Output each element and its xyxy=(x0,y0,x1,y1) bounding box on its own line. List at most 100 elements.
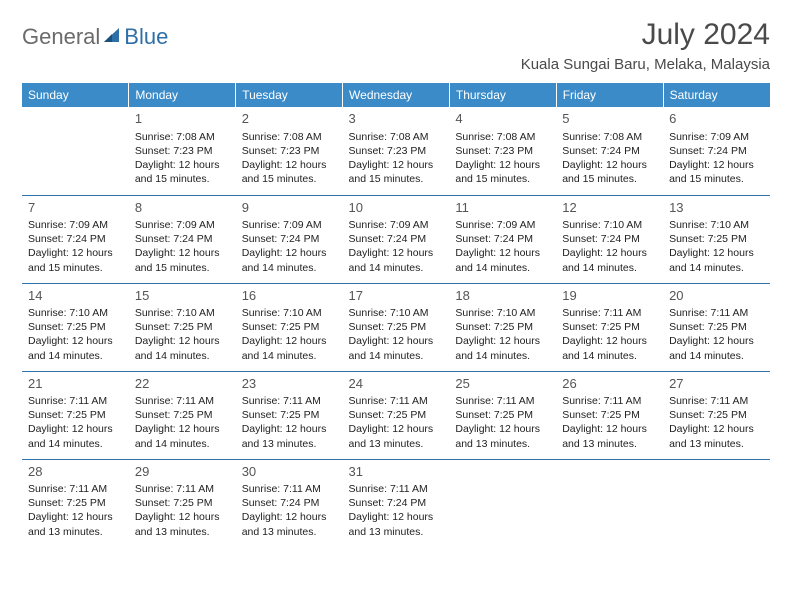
sunset-text: Sunset: 7:24 PM xyxy=(349,232,444,246)
sunrise-text: Sunrise: 7:08 AM xyxy=(242,130,337,144)
daylight-text: Daylight: 12 hours xyxy=(135,510,230,524)
location-text: Kuala Sungai Baru, Melaka, Malaysia xyxy=(521,56,770,73)
sunset-text: Sunset: 7:25 PM xyxy=(135,408,230,422)
daylight-text: and 13 minutes. xyxy=(562,437,657,451)
weekday-header: Sunday xyxy=(22,83,129,107)
logo-text-blue: Blue xyxy=(124,24,168,50)
calendar-day-cell: 20Sunrise: 7:11 AMSunset: 7:25 PMDayligh… xyxy=(663,283,770,371)
calendar-day-cell xyxy=(22,107,129,195)
daylight-text: Daylight: 12 hours xyxy=(135,158,230,172)
daylight-text: and 15 minutes. xyxy=(349,172,444,186)
day-number: 17 xyxy=(349,287,444,305)
sunrise-text: Sunrise: 7:11 AM xyxy=(669,306,764,320)
calendar-day-cell: 1Sunrise: 7:08 AMSunset: 7:23 PMDaylight… xyxy=(129,107,236,195)
day-number: 6 xyxy=(669,110,764,128)
daylight-text: and 14 minutes. xyxy=(28,437,123,451)
sunset-text: Sunset: 7:25 PM xyxy=(242,408,337,422)
weekday-header: Thursday xyxy=(449,83,556,107)
sunset-text: Sunset: 7:23 PM xyxy=(349,144,444,158)
logo-text-general: General xyxy=(22,24,100,50)
sunset-text: Sunset: 7:25 PM xyxy=(28,496,123,510)
calendar-day-cell: 28Sunrise: 7:11 AMSunset: 7:25 PMDayligh… xyxy=(22,459,129,547)
sunset-text: Sunset: 7:24 PM xyxy=(669,144,764,158)
sunrise-text: Sunrise: 7:08 AM xyxy=(455,130,550,144)
day-number: 11 xyxy=(455,199,550,217)
daylight-text: Daylight: 12 hours xyxy=(28,422,123,436)
calendar-body: 1Sunrise: 7:08 AMSunset: 7:23 PMDaylight… xyxy=(22,107,770,547)
calendar-day-cell xyxy=(556,459,663,547)
daylight-text: and 13 minutes. xyxy=(349,525,444,539)
sunrise-text: Sunrise: 7:10 AM xyxy=(455,306,550,320)
calendar-day-cell: 3Sunrise: 7:08 AMSunset: 7:23 PMDaylight… xyxy=(343,107,450,195)
calendar-day-cell xyxy=(449,459,556,547)
logo-sail-icon xyxy=(102,25,122,50)
daylight-text: Daylight: 12 hours xyxy=(455,334,550,348)
daylight-text: and 14 minutes. xyxy=(242,349,337,363)
sunset-text: Sunset: 7:24 PM xyxy=(349,496,444,510)
sunset-text: Sunset: 7:25 PM xyxy=(28,320,123,334)
calendar-day-cell: 5Sunrise: 7:08 AMSunset: 7:24 PMDaylight… xyxy=(556,107,663,195)
day-number: 28 xyxy=(28,463,123,481)
sunrise-text: Sunrise: 7:11 AM xyxy=(562,394,657,408)
calendar-day-cell: 29Sunrise: 7:11 AMSunset: 7:25 PMDayligh… xyxy=(129,459,236,547)
sunset-text: Sunset: 7:24 PM xyxy=(242,496,337,510)
day-number: 24 xyxy=(349,375,444,393)
day-number: 20 xyxy=(669,287,764,305)
daylight-text: and 14 minutes. xyxy=(562,261,657,275)
calendar-day-cell: 15Sunrise: 7:10 AMSunset: 7:25 PMDayligh… xyxy=(129,283,236,371)
day-number: 12 xyxy=(562,199,657,217)
daylight-text: Daylight: 12 hours xyxy=(349,158,444,172)
calendar-day-cell: 27Sunrise: 7:11 AMSunset: 7:25 PMDayligh… xyxy=(663,371,770,459)
sunrise-text: Sunrise: 7:10 AM xyxy=(242,306,337,320)
weekday-header: Monday xyxy=(129,83,236,107)
calendar-day-cell: 23Sunrise: 7:11 AMSunset: 7:25 PMDayligh… xyxy=(236,371,343,459)
calendar-week-row: 28Sunrise: 7:11 AMSunset: 7:25 PMDayligh… xyxy=(22,459,770,547)
sunset-text: Sunset: 7:24 PM xyxy=(455,232,550,246)
daylight-text: and 13 minutes. xyxy=(242,525,337,539)
sunset-text: Sunset: 7:23 PM xyxy=(455,144,550,158)
day-number: 26 xyxy=(562,375,657,393)
sunrise-text: Sunrise: 7:10 AM xyxy=(669,218,764,232)
day-number: 27 xyxy=(669,375,764,393)
calendar-table: Sunday Monday Tuesday Wednesday Thursday… xyxy=(22,83,770,547)
calendar-day-cell: 8Sunrise: 7:09 AMSunset: 7:24 PMDaylight… xyxy=(129,195,236,283)
day-number: 18 xyxy=(455,287,550,305)
calendar-day-cell: 9Sunrise: 7:09 AMSunset: 7:24 PMDaylight… xyxy=(236,195,343,283)
calendar-day-cell: 7Sunrise: 7:09 AMSunset: 7:24 PMDaylight… xyxy=(22,195,129,283)
sunrise-text: Sunrise: 7:11 AM xyxy=(135,482,230,496)
daylight-text: Daylight: 12 hours xyxy=(669,246,764,260)
daylight-text: Daylight: 12 hours xyxy=(28,510,123,524)
day-number: 10 xyxy=(349,199,444,217)
sunset-text: Sunset: 7:24 PM xyxy=(562,232,657,246)
sunset-text: Sunset: 7:25 PM xyxy=(135,496,230,510)
sunrise-text: Sunrise: 7:11 AM xyxy=(135,394,230,408)
day-number: 2 xyxy=(242,110,337,128)
day-number: 22 xyxy=(135,375,230,393)
calendar-week-row: 14Sunrise: 7:10 AMSunset: 7:25 PMDayligh… xyxy=(22,283,770,371)
daylight-text: Daylight: 12 hours xyxy=(669,158,764,172)
sunset-text: Sunset: 7:25 PM xyxy=(455,408,550,422)
daylight-text: and 13 minutes. xyxy=(135,525,230,539)
weekday-header: Friday xyxy=(556,83,663,107)
daylight-text: and 14 minutes. xyxy=(242,261,337,275)
day-number: 9 xyxy=(242,199,337,217)
day-number: 30 xyxy=(242,463,337,481)
sunrise-text: Sunrise: 7:10 AM xyxy=(562,218,657,232)
daylight-text: Daylight: 12 hours xyxy=(669,334,764,348)
calendar-day-cell: 31Sunrise: 7:11 AMSunset: 7:24 PMDayligh… xyxy=(343,459,450,547)
calendar-day-cell: 12Sunrise: 7:10 AMSunset: 7:24 PMDayligh… xyxy=(556,195,663,283)
daylight-text: Daylight: 12 hours xyxy=(242,246,337,260)
daylight-text: and 14 minutes. xyxy=(669,261,764,275)
daylight-text: Daylight: 12 hours xyxy=(28,334,123,348)
sunset-text: Sunset: 7:25 PM xyxy=(135,320,230,334)
sunset-text: Sunset: 7:25 PM xyxy=(28,408,123,422)
daylight-text: and 15 minutes. xyxy=(242,172,337,186)
daylight-text: Daylight: 12 hours xyxy=(135,422,230,436)
calendar-day-cell: 17Sunrise: 7:10 AMSunset: 7:25 PMDayligh… xyxy=(343,283,450,371)
sunset-text: Sunset: 7:25 PM xyxy=(562,408,657,422)
sunset-text: Sunset: 7:25 PM xyxy=(669,232,764,246)
day-number: 7 xyxy=(28,199,123,217)
day-number: 3 xyxy=(349,110,444,128)
sunrise-text: Sunrise: 7:10 AM xyxy=(349,306,444,320)
daylight-text: Daylight: 12 hours xyxy=(455,246,550,260)
